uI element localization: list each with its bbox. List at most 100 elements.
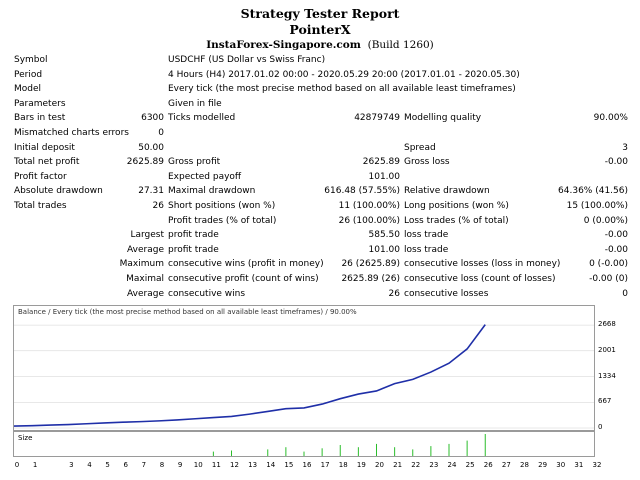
row-avgcons: Average consecutive wins 26 consecutive …: [0, 287, 640, 302]
value-long: 15 (100.00%): [566, 200, 628, 211]
label-deposit: Initial deposit: [14, 142, 75, 153]
label-short: Short positions (won %): [168, 200, 276, 211]
volume-bar: [285, 447, 287, 456]
balance-chart-svg: [13, 324, 594, 429]
value-period: 4 Hours (H4) 2017.01.02 00:00 - 2020.05.…: [168, 69, 520, 80]
x-tick-label: 0: [14, 461, 20, 469]
value-absdd: 27.31: [138, 186, 164, 197]
volume-chart: Size: [13, 431, 595, 457]
row-absdd: Absolute drawdown 27.31 Maximal drawdown…: [0, 184, 640, 199]
row-deposit: Initial deposit 50.00 Spread 3: [0, 141, 640, 156]
volume-bar: [484, 434, 486, 456]
label-spread: Spread: [404, 142, 436, 153]
row-profittrades: Profit trades (% of total) 26 (100.00%) …: [0, 214, 640, 229]
x-tick-label: 32: [592, 461, 602, 469]
x-tick-label: 17: [320, 461, 330, 469]
label-netprofit: Total net profit: [14, 157, 80, 168]
volume-bar: [412, 449, 414, 456]
label-long: Long positions (won %): [404, 200, 509, 211]
row-largest: Largest profit trade 585.50 loss trade -…: [0, 228, 640, 243]
volume-bar: [357, 447, 359, 456]
volume-bar: [267, 449, 269, 456]
row-trades: Total trades 26 Short positions (won %) …: [0, 199, 640, 214]
value-quality: 90.00%: [593, 113, 628, 124]
x-tick-label: 12: [230, 461, 239, 469]
volume-bar: [376, 443, 377, 456]
broker-line: InstaForex-Singapore.com (Build 1260): [0, 39, 640, 51]
volume-bar: [303, 451, 305, 456]
value-payoff: 101.00: [368, 171, 401, 182]
row-bars: Bars in test 6300 Ticks modelled 4287974…: [0, 111, 640, 126]
x-tick-label: 4: [87, 461, 92, 469]
value-maxcons-losses: 0 (-0.00): [589, 259, 628, 270]
x-tick-label: 31: [574, 461, 584, 469]
volume-bar: [430, 446, 432, 456]
x-tick-label: 16: [302, 461, 312, 469]
label-avgcons: Average: [127, 288, 164, 299]
x-tick-label: 6: [123, 461, 128, 469]
label-grossloss: Gross loss: [404, 157, 450, 168]
label-maxcons-losses: consecutive losses (loss in money): [404, 259, 561, 270]
value-maxcons-wins: 26 (2625.89): [341, 259, 400, 270]
x-tick-label: 25: [465, 461, 475, 469]
x-tick-label: 15: [284, 461, 294, 469]
label-parameters: Parameters: [14, 98, 66, 109]
x-tick-label: 13: [248, 461, 258, 469]
y-tick-label: 667: [598, 397, 612, 406]
value-mismatched: 0: [158, 127, 164, 138]
label-trades: Total trades: [14, 200, 67, 211]
label-largest-loss: loss trade: [404, 230, 449, 241]
label-largest: Largest: [130, 230, 164, 241]
label-average-profit: profit trade: [168, 244, 219, 255]
row-symbol: Symbol USDCHF (US Dollar vs Swiss Franc): [0, 53, 640, 68]
value-reldd: 64.36% (41.56): [558, 186, 628, 197]
report-table: Symbol USDCHF (US Dollar vs Swiss Franc)…: [0, 53, 640, 301]
x-tick-label: 26: [483, 461, 493, 469]
label-symbol: Symbol: [14, 55, 48, 65]
label-reldd: Relative drawdown: [404, 186, 490, 197]
x-tick-label: 3: [69, 461, 74, 469]
label-profitfactor: Profit factor: [14, 171, 67, 182]
build-number: (Build 1260): [367, 39, 434, 51]
label-maxcons-wins: consecutive wins (profit in money): [168, 259, 324, 270]
value-avgcons-wins: 26: [388, 288, 400, 299]
value-maximal-loss: -0.00 (0): [589, 273, 628, 284]
row-maximal: Maximal consecutive profit (count of win…: [0, 272, 640, 287]
expert-name: PointerX: [289, 22, 351, 37]
value-netprofit: 2625.89: [126, 157, 164, 168]
x-tick-label: 7: [141, 461, 147, 469]
label-grossprofit: Gross profit: [168, 157, 221, 168]
x-tick-label: 8: [159, 461, 165, 469]
label-largest-profit: profit trade: [168, 230, 219, 241]
y-tick-label: 2668: [598, 320, 616, 329]
value-avgcons-losses: 0: [622, 288, 628, 299]
label-period: Period: [14, 69, 43, 80]
value-largest-loss: -0.00: [604, 230, 628, 241]
x-tick-label: 18: [338, 461, 348, 469]
volume-bar: [212, 451, 214, 456]
x-tick-label: 1: [32, 461, 38, 469]
value-profittrades: 26 (100.00%): [338, 215, 400, 226]
value-ticks: 42879749: [354, 113, 400, 124]
label-bars: Bars in test: [14, 113, 66, 124]
label-avgcons-losses: consecutive losses: [404, 288, 489, 299]
value-spread: 3: [622, 142, 628, 153]
row-period: Period 4 Hours (H4) 2017.01.02 00:00 - 2…: [0, 68, 640, 83]
value-largest-profit: 585.50: [368, 230, 401, 241]
x-tick-label: 21: [393, 461, 403, 469]
label-avgcons-wins: consecutive wins: [168, 288, 246, 299]
x-tick-label: 29: [538, 461, 548, 469]
y-tick-label: 0: [598, 423, 603, 431]
label-maximal-profit: consecutive profit (count of wins): [168, 273, 319, 284]
balance-line: [13, 324, 486, 427]
row-profitfactor: Profit factor Expected payoff 101.00: [0, 170, 640, 185]
y-tick-label: 2001: [598, 345, 616, 354]
value-maxdd: 616.48 (57.55%): [324, 186, 400, 197]
value-bars: 6300: [141, 113, 164, 124]
x-tick-label: 14: [266, 461, 276, 469]
value-symbol: USDCHF (US Dollar vs Swiss Franc): [168, 55, 326, 65]
label-maximal-loss: consecutive loss (count of losses): [404, 273, 556, 284]
volume-bar: [466, 440, 468, 456]
x-tick-label: 19: [356, 461, 366, 469]
chart-title: Balance / Every tick (the most precise m…: [18, 308, 357, 316]
